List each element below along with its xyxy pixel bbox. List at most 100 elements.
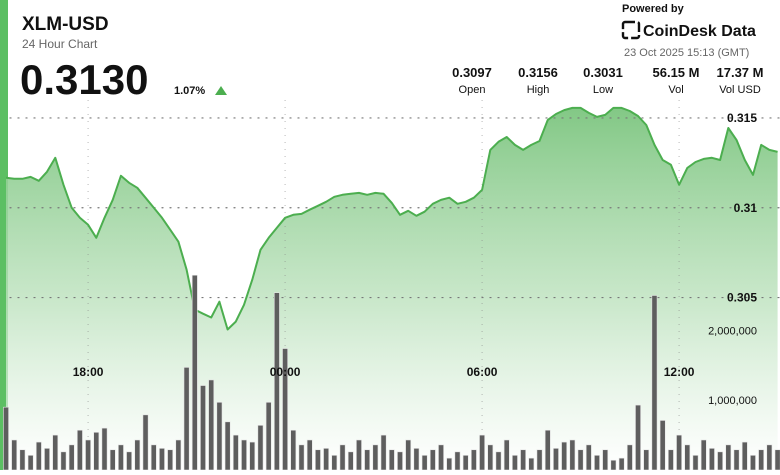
volume-bar [380,434,387,471]
volume-bar [183,367,190,471]
volume-bar [175,439,182,471]
volume-bar [569,439,576,471]
x-tick-label: 06:00 [467,365,498,379]
stat-label: Low [593,84,613,96]
volume-bar [520,449,527,471]
volume-bar [700,439,707,471]
volume-bar [405,439,412,471]
y-tick-label: 0.31 [734,201,758,215]
volume-bar [372,444,379,471]
volume-bar [594,455,600,471]
volume-bar [101,427,108,471]
volume-bar [602,449,609,471]
brand-icon [621,20,641,40]
volume-bar [68,444,75,471]
price-area [6,107,778,471]
volume-bar [709,448,715,471]
volume-bar [454,451,461,471]
volume-bar [290,429,297,471]
volume-bar [3,406,9,471]
volume-bar [544,429,551,471]
stat-value: 0.3156 [518,65,558,80]
change: 1.07% [174,85,205,97]
volume-bar [528,457,535,471]
brand: CoinDesk Data [643,23,756,40]
volume-bar [651,295,658,471]
volume-bar [733,449,740,471]
volume-bar [462,455,469,471]
x-tick-label: 12:00 [664,365,695,379]
volume-bar [85,439,91,471]
stat-label: Open [459,84,486,96]
volume-bar [208,379,215,471]
volume-bar [470,449,477,471]
volume-bar [265,401,272,471]
volume-bar [60,451,67,471]
volume-bar [421,455,428,471]
volume-bar [725,444,732,471]
volume-bar [11,439,18,471]
volume-bar [659,420,666,471]
volume-bar [241,439,247,471]
volume-bar [200,385,206,471]
volume-bar [487,444,494,471]
volume-bar [19,449,26,471]
volume-bar [512,455,518,471]
volume-bar [750,455,756,471]
volume-bar [142,414,149,471]
price: 0.3130 [20,56,148,103]
x-tick-label: 00:00 [270,365,301,379]
volume-bar [93,432,100,471]
volume-bar [167,449,174,471]
volume-bar [273,292,280,471]
volume-bar [635,404,641,471]
volume-bar [741,441,748,471]
volume-bar [766,444,773,471]
volume-bar [257,425,264,471]
stat-label: Vol USD [719,84,761,96]
volume-bar [397,451,403,471]
volume-bar [585,444,592,471]
volume-bar [232,434,239,471]
volume-bar [27,455,34,471]
volume-bar [315,449,321,471]
stat-value: 17.37 M [717,65,764,80]
volume-bar [438,444,444,471]
volume-bar [692,455,699,471]
volume-bar [684,444,691,471]
volume-bar [150,444,157,471]
volume-bar [495,451,502,471]
volume-bar [118,444,124,471]
volume-bar [676,434,682,471]
volume-bar [356,439,362,471]
volume-bar [109,449,116,471]
accent-bar [0,0,8,470]
volume-bar [298,444,305,471]
timestamp: 23 Oct 2025 15:13 (GMT) [624,47,749,59]
stat-label: Vol [668,84,683,96]
volume-bar [758,449,765,471]
volume-bar [626,444,633,471]
x-tick-label: 18:00 [73,365,104,379]
stat-label: High [527,84,550,96]
volume-bar [339,444,346,471]
volume-bar [364,449,371,471]
volume-bar [413,448,420,471]
y2-tick-label: 2,000,000 [708,325,757,337]
volume-bar [323,448,330,471]
volume-bar [446,457,453,471]
volume-bar [577,449,584,471]
volume-bar [610,459,617,471]
volume-bar [667,449,674,471]
period: 24 Hour Chart [22,37,98,51]
volume-bar [717,451,724,471]
stat-value: 0.3031 [583,65,623,80]
volume-bar [388,449,395,471]
volume-bar [126,451,133,471]
y-tick-label: 0.305 [727,291,757,305]
volume-bar [774,449,780,471]
volume-bar [216,401,223,471]
volume-bar [224,421,231,471]
volume-bar [618,457,625,471]
